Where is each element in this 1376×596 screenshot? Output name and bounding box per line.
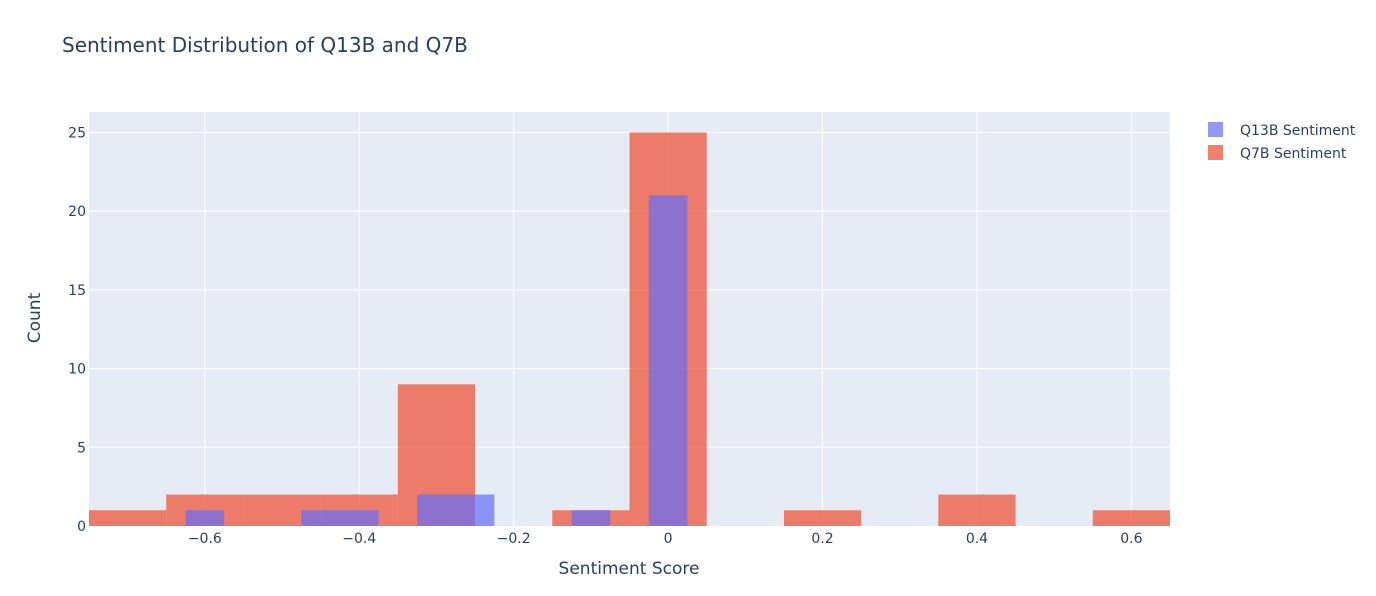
bars [89,132,1170,527]
chart-title: Sentiment Distribution of Q13B and Q7B [62,33,468,57]
histogram-bar [783,510,862,526]
x-tick-label: −0.4 [342,531,376,547]
y-tick-label: 10 [68,362,86,378]
y-tick-label: 0 [77,519,86,535]
x-axis-title: Sentiment Score [559,559,700,579]
x-tick-label: 0.4 [966,531,988,547]
histogram-bar [301,510,379,526]
y-axis-ticks: 0 5 10 15 20 25 [68,125,86,535]
histogram-bar [648,195,688,526]
legend[interactable]: Q13B Sentiment Q7B Sentiment [1208,122,1356,162]
x-axis-ticks: −0.6 −0.4 −0.2 0 0.2 0.4 0.6 [188,531,1143,547]
histogram-bar [938,494,1016,526]
legend-label[interactable]: Q7B Sentiment [1240,146,1347,162]
histogram-bar [1092,510,1170,526]
histogram-bar [571,510,611,526]
y-tick-label: 15 [68,283,86,299]
legend-swatch[interactable] [1208,145,1223,160]
x-tick-label: 0 [664,531,673,547]
x-tick-label: 0.6 [1120,531,1142,547]
x-tick-label: 0.2 [811,531,833,547]
histogram-bar [89,510,167,526]
y-axis-title: Count [25,292,45,343]
y-tick-label: 20 [68,204,86,220]
histogram-bar [185,510,225,526]
y-tick-label: 5 [77,440,86,456]
legend-swatch[interactable] [1208,122,1223,137]
histogram-bar [417,494,495,526]
x-tick-label: −0.6 [188,531,222,547]
legend-label[interactable]: Q13B Sentiment [1240,123,1356,139]
x-tick-label: −0.2 [497,531,531,547]
y-tick-label: 25 [68,125,86,141]
